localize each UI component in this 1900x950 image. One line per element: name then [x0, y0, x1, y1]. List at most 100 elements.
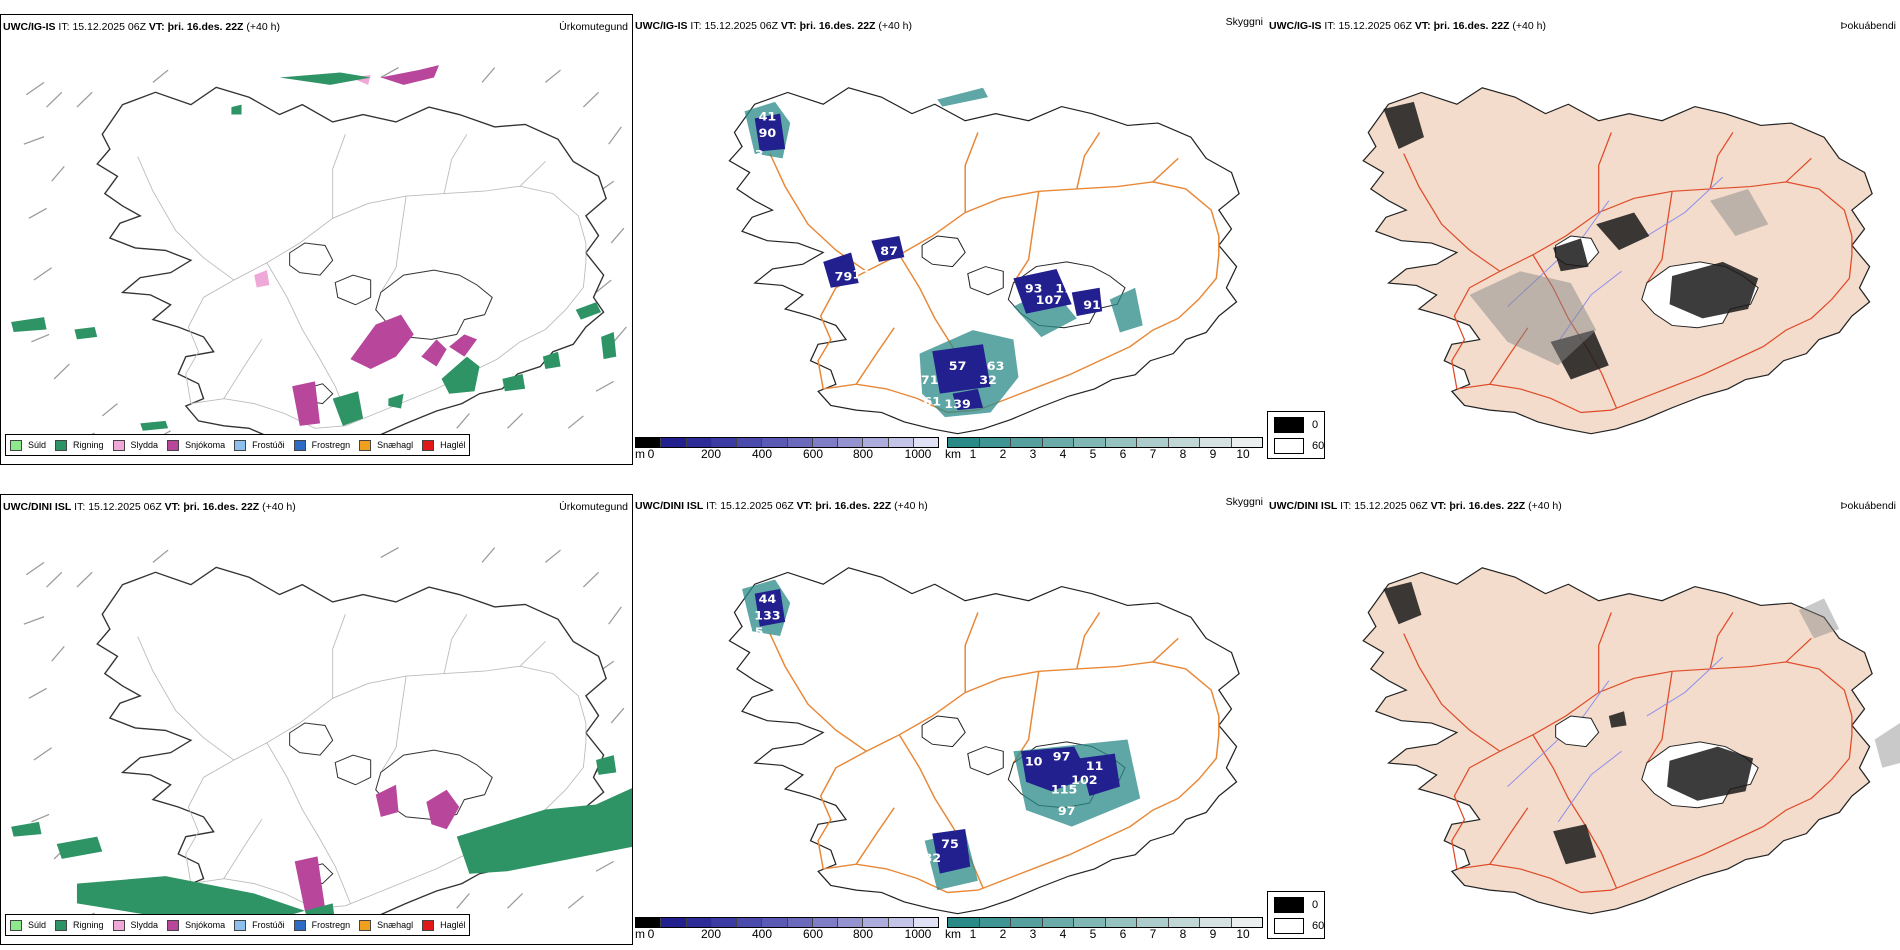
- cloud-base-label: 11: [1055, 282, 1073, 295]
- swatch-freezing-drizzle: [234, 439, 247, 451]
- snow-areas: [292, 65, 478, 426]
- panel-header: UWC/IG-IS IT: 15.12.2025 06Z VT: þri. 16…: [3, 21, 280, 33]
- scale-tick: 0: [647, 447, 655, 461]
- fog-legend-top: 0: [1312, 899, 1319, 911]
- scale-tick: 800: [852, 927, 874, 941]
- fog-areas: [1383, 101, 1759, 380]
- precip-map: [11, 546, 632, 932]
- panel-header: UWC/DINI ISL IT: 15.12.2025 06Z VT: þri.…: [635, 500, 928, 512]
- scale-tick: 6: [1119, 447, 1127, 461]
- legend-item: Slydda: [112, 439, 158, 451]
- fog-legend: 0 60: [1267, 891, 1325, 939]
- panel-header: UWC/IG-IS IT: 15.12.2025 06Z VT: þri. 16…: [1269, 20, 1546, 32]
- cloud-base-scale: m 0 200 400 600 800 1000: [635, 437, 943, 465]
- cloud-base-label: 63: [987, 360, 1005, 373]
- scale-tick: 3: [1029, 447, 1037, 461]
- scale-tick: 200: [700, 927, 722, 941]
- precip-type-legend: Súld Rigning Slydda Snjókoma Frostúði Fr…: [5, 914, 470, 936]
- scale-tick: 7: [1149, 447, 1157, 461]
- panel-header: UWC/IG-IS IT: 15.12.2025 06Z VT: þri. 16…: [635, 20, 912, 32]
- panel-header: UWC/DINI ISL IT: 15.12.2025 06Z VT: þri.…: [3, 501, 296, 513]
- cloud-base-label: 97: [1058, 804, 1076, 817]
- swatch-hail: [422, 919, 435, 931]
- legend-item: Súld: [10, 439, 46, 451]
- cloud-base-label: 41: [759, 110, 777, 123]
- iceland-outline: [728, 567, 1240, 915]
- cloud-base-label: 107: [1036, 294, 1062, 307]
- visibility-scale: km 1 2 3 4 5 6 7 8 9 10: [943, 437, 1265, 465]
- scale-unit-m: m: [635, 447, 645, 461]
- legend-item: Haglél: [422, 439, 466, 451]
- swatch-hail: [422, 439, 435, 451]
- cloud-base-label: 61: [923, 395, 941, 408]
- scale-tick: 400: [751, 447, 773, 461]
- cloud-base-areas: [754, 588, 1120, 874]
- swatch-freezing-rain: [293, 439, 306, 451]
- cloud-base-label: 79: [835, 270, 853, 283]
- legend-item: Snæhagl: [359, 919, 413, 931]
- scale-tick: 9: [1209, 447, 1217, 461]
- fog-legend: 0 60: [1267, 411, 1325, 459]
- fog-indicator-panel-top: UWC/IG-IS IT: 15.12.2025 06Z VT: þri. 16…: [1267, 14, 1900, 465]
- cloud-base-label: 139: [944, 397, 970, 410]
- swatch-drizzle: [10, 439, 22, 451]
- scale-tick: 200: [700, 447, 722, 461]
- visibility-scale: km 1 2 3 4 5 6 7 8 9 10: [943, 917, 1265, 945]
- fog-indicator-panel-bottom: UWC/DINI ISL IT: 15.12.2025 06Z VT: þri.…: [1267, 494, 1900, 945]
- cloud-base-label: 93: [1025, 282, 1043, 295]
- cloud-base-labels: 41 90 13 79 12 87 93 11 107 91 57 63 71 …: [746, 110, 1101, 411]
- iceland-outline: [96, 566, 607, 932]
- scale-tick: 400: [751, 927, 773, 941]
- cloud-base-label: 32: [979, 374, 997, 387]
- legend-item: Frostregn: [293, 919, 350, 931]
- scale-unit-km: km: [945, 447, 961, 461]
- scale-tick: 0: [647, 927, 655, 941]
- swatch-snow-pellets: [359, 439, 372, 451]
- legend-item: Haglél: [422, 919, 466, 931]
- scale-tick: 1: [969, 447, 977, 461]
- swatch-snow: [167, 439, 180, 451]
- legend-item: Rigning: [55, 439, 104, 451]
- cloud-base-label: 87: [880, 244, 898, 257]
- scale-tick: 3: [1029, 927, 1037, 941]
- cloud-base-label: 71: [921, 374, 939, 387]
- legend-item: Slydda: [112, 919, 158, 931]
- precip-map: [11, 65, 628, 452]
- swatch-sleet: [112, 439, 125, 451]
- rain-areas: [11, 755, 632, 926]
- legend-item: Rigning: [55, 919, 104, 931]
- legend-item: Frostregn: [293, 439, 350, 451]
- visibility-map: 44 133 15 10 97 11 102 115 97 75 82: [728, 567, 1240, 915]
- cloud-base-label: 44: [759, 592, 777, 605]
- scale-tick: 10: [1236, 927, 1250, 941]
- fog-map: [1362, 87, 1873, 435]
- scale-tick: 1000: [904, 927, 932, 941]
- scale-tick: 5: [1089, 447, 1097, 461]
- swatch-freezing-rain: [293, 919, 306, 931]
- visibility-panel-top: UWC/IG-IS IT: 15.12.2025 06Z VT: þri. 16…: [633, 14, 1267, 465]
- cloud-base-label: 13: [746, 148, 764, 161]
- fog-legend-bottom: 60: [1312, 440, 1325, 452]
- scale-tick: 800: [852, 447, 874, 461]
- scale-tick: 2: [999, 927, 1007, 941]
- scale-tick: 600: [802, 447, 824, 461]
- scale-tick: 1000: [904, 447, 932, 461]
- scale-tick: 1: [969, 927, 977, 941]
- scale-tick: 7: [1149, 927, 1157, 941]
- panel-title: Þokuábendi: [1840, 500, 1896, 512]
- cloud-base-label: 57: [949, 360, 967, 373]
- iceland-outline: [1362, 87, 1873, 435]
- scale-tick: 600: [802, 927, 824, 941]
- legend-item: Snjókoma: [167, 919, 225, 931]
- cloud-base-label: 102: [1071, 774, 1097, 787]
- visibility-map: 41 90 13 79 12 87 93 11 107 91 57 63 71 …: [728, 87, 1240, 435]
- precip-type-panel-top: UWC/IG-IS IT: 15.12.2025 06Z VT: þri. 16…: [0, 14, 633, 465]
- scale-unit-km: km: [945, 927, 961, 941]
- swatch-rain: [55, 919, 68, 931]
- scale-tick: 8: [1179, 927, 1187, 941]
- scale-tick: 5: [1089, 927, 1097, 941]
- cloud-base-label: 15: [746, 625, 764, 638]
- cloud-base-label: 10: [1025, 755, 1043, 768]
- swatch-sleet: [112, 919, 125, 931]
- swatch-snow: [167, 919, 180, 931]
